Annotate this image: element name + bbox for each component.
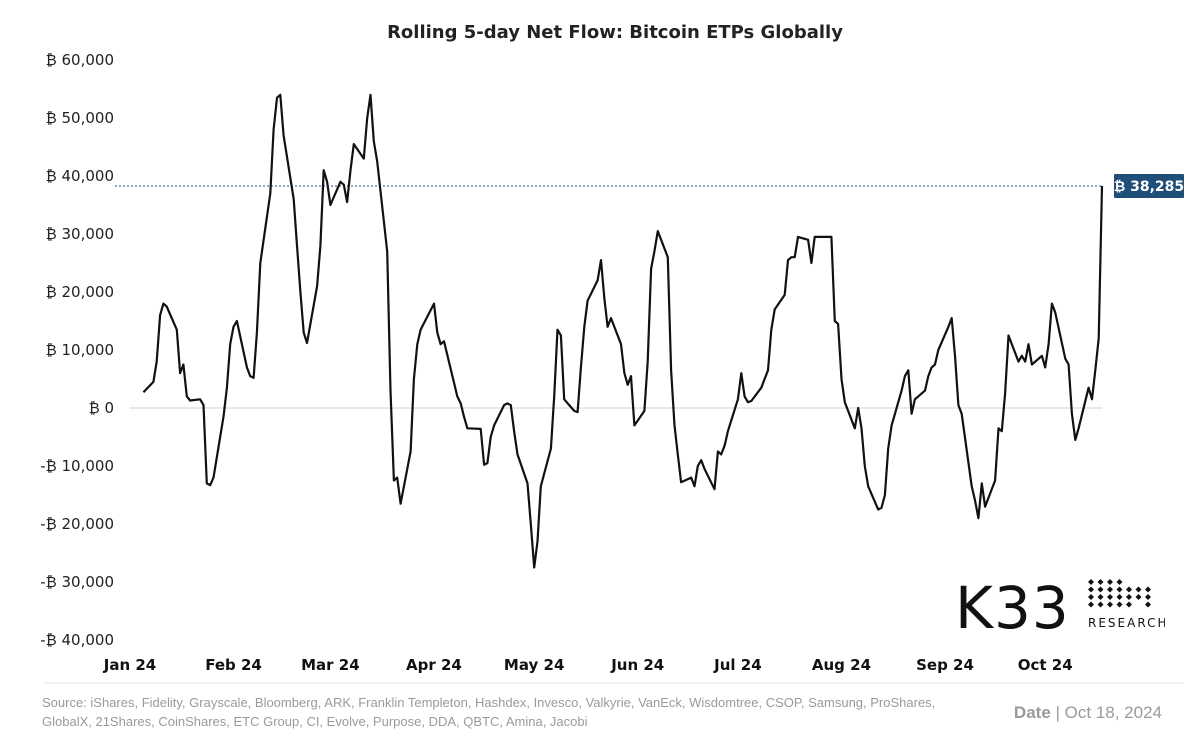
- logo-subtitle: RESEARCH: [1088, 616, 1165, 630]
- y-tick-label: ₿ 10,000: [46, 341, 114, 359]
- reference-value-label: ₿ 38,285: [1114, 179, 1184, 195]
- x-tick-label: Jan 24: [103, 656, 156, 674]
- x-tick-label: Oct 24: [1018, 656, 1073, 674]
- logo-wordmark: K33: [955, 574, 1070, 636]
- x-tick-label: Aug 24: [812, 656, 871, 674]
- date-separator: |: [1050, 703, 1065, 722]
- x-tick-label: Jul 24: [713, 656, 762, 674]
- y-tick-label: ₿ 50,000: [46, 109, 114, 127]
- date-value: Oct 18, 2024: [1064, 703, 1162, 722]
- y-tick-label: -₿ 30,000: [40, 573, 114, 591]
- y-tick-label: ₿ 0: [89, 399, 114, 417]
- y-tick-label: -₿ 10,000: [40, 457, 114, 475]
- reference-value-badge: ₿ 38,285: [1114, 173, 1184, 198]
- series-line-net-flow: [142, 93, 1104, 569]
- y-tick-label: ₿ 20,000: [46, 283, 114, 301]
- chart-title: Rolling 5-day Net Flow: Bitcoin ETPs Glo…: [387, 22, 843, 43]
- source-note: Source: iShares, Fidelity, Grayscale, Bl…: [42, 695, 936, 729]
- x-tick-label: May 24: [504, 656, 564, 674]
- date-label: Date: [1013, 703, 1051, 722]
- y-tick-label: ₿ 30,000: [46, 225, 114, 243]
- x-tick-label: Mar 24: [301, 656, 360, 674]
- y-tick-label: -₿ 20,000: [40, 515, 114, 533]
- y-axis: ₿ 60,000 ₿ 50,000 ₿ 40,000 ₿ 30,000 ₿ 20,000…: [40, 51, 114, 649]
- x-tick-label: Sep 24: [916, 656, 974, 674]
- x-tick-label: Feb 24: [205, 656, 262, 674]
- x-tick-label: Jun 24: [610, 656, 664, 674]
- x-axis: Jan 24 Feb 24 Mar 24 Apr 24 May 24 Jun 24 Jul …: [103, 656, 1073, 674]
- x-tick-label: Apr 24: [406, 656, 462, 674]
- y-tick-label: ₿ 40,000: [46, 167, 114, 185]
- y-tick-label: ₿ 60,000: [46, 51, 114, 69]
- k33-logo: K33 RESEARCH: [955, 574, 1165, 636]
- date-stamp: Date | Oct 18, 2024: [1014, 703, 1162, 723]
- y-tick-label: -₿ 40,000: [40, 631, 114, 649]
- logo-dot-mark: [1088, 579, 1151, 608]
